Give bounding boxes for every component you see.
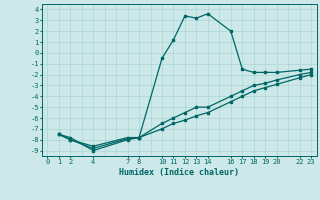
X-axis label: Humidex (Indice chaleur): Humidex (Indice chaleur) bbox=[119, 168, 239, 177]
